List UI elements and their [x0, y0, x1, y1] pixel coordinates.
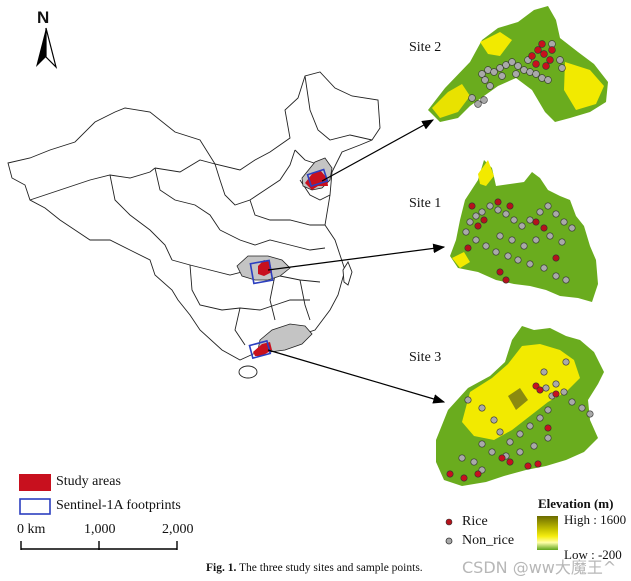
study-area-site3	[253, 342, 272, 356]
elevation-high: High : 1600	[564, 512, 627, 527]
arrow-site1	[267, 243, 446, 271]
caption-prefix: Fig. 1.	[206, 562, 237, 574]
china-outline	[7, 71, 381, 361]
footprint-site2	[306, 168, 329, 188]
watermark: CSDN @ww大魔王^	[462, 558, 617, 577]
scale-tick-0: 0 km	[17, 522, 46, 537]
site2-map	[428, 6, 608, 122]
study-areas-label: Study areas	[56, 474, 121, 489]
non-rice-label: Non_rice	[462, 533, 515, 548]
site2-label: Site 2	[409, 40, 442, 55]
site1-map	[450, 160, 598, 302]
scale-bar	[20, 541, 178, 550]
elevation-title: Elevation (m)	[538, 496, 614, 511]
non-rice-marker-icon	[445, 537, 453, 545]
china-map	[7, 71, 381, 379]
footprints-swatch	[19, 498, 51, 515]
footprint-site3	[248, 339, 272, 360]
arrow-site2	[321, 119, 435, 182]
north-arrow-icon	[36, 27, 58, 69]
site3-map	[436, 326, 604, 486]
scale-tick-1000: 1,000	[84, 522, 116, 537]
elevation-low: Low : -200	[564, 547, 622, 562]
rice-label: Rice	[462, 514, 488, 529]
footprints-label: Sentinel-1A footprints	[56, 498, 181, 513]
site3-label: Site 3	[409, 350, 442, 365]
arrow-site3	[267, 349, 446, 404]
elevation-ramp	[537, 516, 558, 550]
study-areas-swatch	[19, 474, 51, 491]
site1-label: Site 1	[409, 196, 442, 211]
scale-tick-2000: 2,000	[162, 522, 194, 537]
north-label: N	[37, 8, 50, 27]
figure-caption: Fig. 1. The three study sites and sample…	[206, 562, 423, 574]
footprint-site1	[249, 259, 274, 285]
sentinel-footprints	[248, 168, 329, 360]
site-arrows	[267, 119, 446, 404]
caption-text: The three study sites and sample points.	[236, 562, 423, 574]
rice-marker-icon	[445, 518, 453, 526]
study-area-site1	[258, 260, 272, 276]
